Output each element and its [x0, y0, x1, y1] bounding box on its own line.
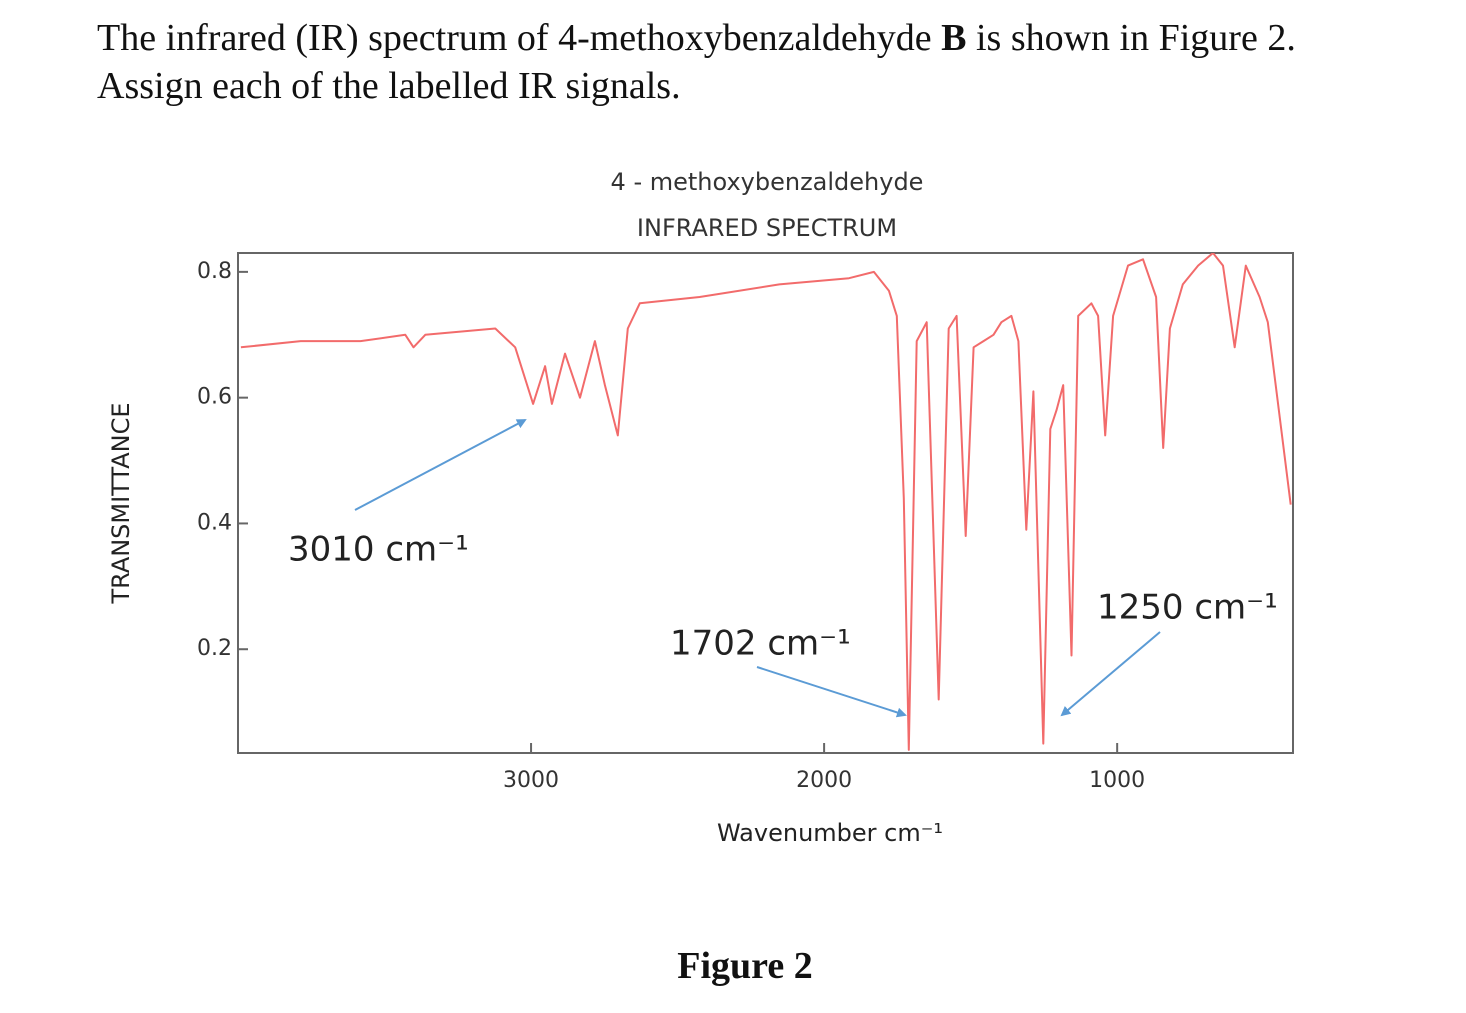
plot-frame: [237, 252, 1294, 754]
y-tick-label: 0.8: [197, 259, 232, 284]
arrow: [354, 419, 527, 511]
y-tick-label: 0.6: [197, 385, 232, 410]
x-tick-label: 2000: [796, 768, 852, 793]
arrow: [1060, 631, 1161, 717]
text: is shown in Figure 2.: [966, 17, 1296, 59]
chart-title: 4 - methoxybenzaldehyde: [611, 168, 924, 196]
arrow: [756, 666, 907, 718]
spectrum-line: [240, 253, 1292, 751]
bold-text: B: [941, 17, 967, 59]
annotation: 1250 cm⁻¹: [1097, 588, 1278, 628]
plot: 3000 2000 1000 0.8 0.6 0.4 0.2: [197, 253, 1292, 793]
question-line: The infrared (IR) spectrum of 4-methoxyb…: [97, 14, 1296, 62]
annotation: 1702 cm⁻¹: [670, 624, 851, 664]
x-axis-label: Wavenumber cm⁻¹: [717, 819, 943, 847]
question: The infrared (IR) spectrum of 4-methoxyb…: [97, 14, 1296, 110]
y-tick-label: 0.4: [197, 510, 232, 535]
question-line: Assign each of the labelled IR signals.: [97, 65, 681, 107]
y-tick-label: 0.2: [197, 636, 232, 661]
x-tick-label: 3000: [503, 768, 559, 793]
y-axis-label: TRANSMITTANCE: [107, 402, 135, 604]
x-tick-label: 1000: [1089, 768, 1145, 793]
chart-subtitle: INFRARED SPECTRUM: [637, 214, 897, 242]
annotation: 3010 cm⁻¹: [288, 530, 469, 570]
figure-caption: Figure 2: [677, 945, 813, 987]
text: The infrared (IR) spectrum of 4-methoxyb…: [97, 17, 942, 59]
